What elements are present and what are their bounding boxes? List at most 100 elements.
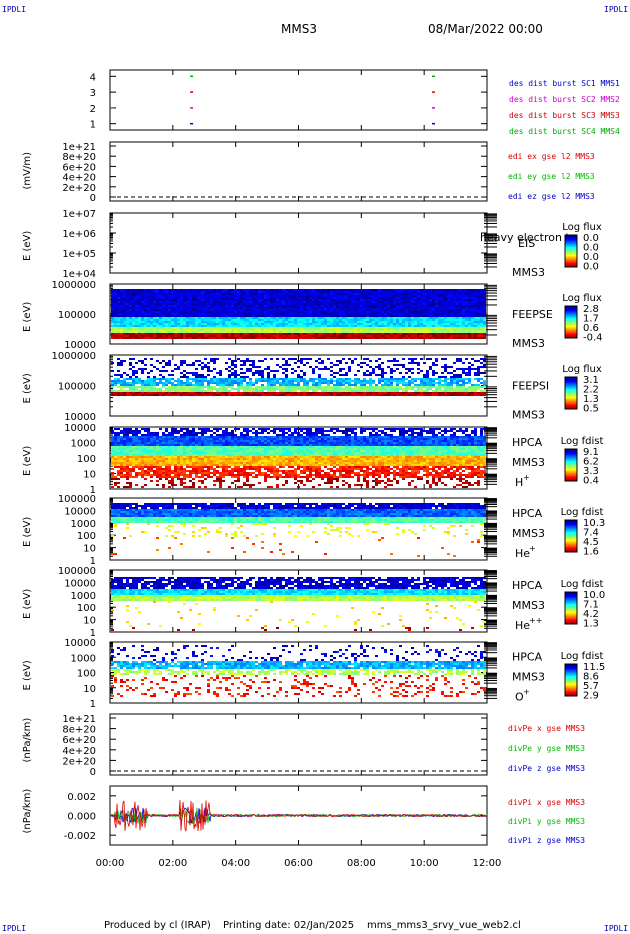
colorbar-frame-hpca_h	[564, 448, 578, 482]
ytick-label: 100	[77, 531, 96, 542]
legend-edi-3: edi ez gse l2 MMS3	[508, 192, 595, 201]
ytick-label: 1e+07	[62, 209, 96, 220]
ytick-label: 10	[83, 684, 96, 695]
ytick-label: 2e+20	[62, 183, 96, 194]
ytick-label: 0	[90, 193, 96, 204]
legend-divpe-2: divPe y gse MMS3	[508, 744, 585, 753]
xtick-label: 04:00	[221, 858, 250, 869]
colorbar-title-hpca_he: Log fdist	[561, 507, 604, 518]
colorbar-eis	[565, 235, 577, 268]
colorbar-tick-feepse: 0.6	[583, 323, 599, 334]
legend-burst-2: des dist burst SC2 MMS2	[509, 95, 620, 104]
heatmap-hpca_h	[111, 428, 486, 488]
heatmap-hpca_he	[111, 503, 486, 557]
ytick-label: 8e+20	[62, 152, 96, 163]
ylabel-divpe: (nPa/km)	[22, 718, 33, 763]
spacecraft-label-hpca_o: MMS3	[512, 671, 545, 684]
ytick-label: 100000	[58, 310, 96, 321]
legend-divpi-1: divPi x gse MMS3	[508, 798, 585, 807]
ytick-label: 4e+20	[62, 746, 96, 757]
ytick-label: 4e+20	[62, 173, 96, 184]
legend-edi-2: edi ey gse l2 MMS3	[508, 172, 595, 181]
xtick-label: 06:00	[284, 858, 313, 869]
ylabel-hpca_o: E (eV)	[22, 660, 33, 690]
ytick-label: 1000	[71, 653, 96, 664]
colorbar-feepsi	[565, 377, 577, 410]
ytick-label: 0.002	[67, 792, 96, 803]
panel-frame-divpe	[109, 713, 488, 776]
colorbar-frame-feepsi	[564, 376, 578, 410]
ytick-label: 1	[90, 485, 96, 496]
ytick-label: 10000	[64, 506, 96, 517]
legend-burst-4: des dist burst SC4 MMS4	[509, 127, 620, 136]
colorbar-tick-hpca_hepp: 10.0	[583, 590, 605, 601]
ytick-label: 10000	[64, 423, 96, 434]
colorbar-hpca_he	[565, 520, 577, 553]
instrument-label-eis: EIS	[518, 237, 535, 250]
ytick-label: 1e+04	[62, 269, 96, 280]
ytick-label: 1e+21	[62, 142, 96, 153]
ylabel-divpi: (nPa/km)	[22, 789, 33, 834]
legend-divpe-1: divPe x gse MMS3	[508, 724, 585, 733]
ytick-label: 1	[90, 556, 96, 567]
legend-edi-1: edi ex gse l2 MMS3	[508, 152, 595, 161]
ytick-label: 1000000	[51, 351, 96, 362]
xtick-label: 00:00	[96, 858, 125, 869]
overlay-label-eis: heavy electron to	[480, 231, 577, 244]
colorbar-tick-hpca_h: 6.2	[583, 457, 599, 468]
colorbar-hpca_o	[565, 664, 577, 697]
colorbar-tick-hpca_o: 8.6	[583, 672, 599, 683]
colorbar-tick-hpca_o: 11.5	[583, 662, 605, 673]
ytick-label: 100	[77, 454, 96, 465]
species-label-hpca_o: O	[515, 691, 524, 704]
legend-burst-1: des dist burst SC1 MMS1	[509, 79, 620, 88]
ylabel-eis: E (eV)	[22, 231, 33, 261]
spacecraft-title: MMS3	[281, 22, 317, 36]
species-charge-hpca_h: +	[523, 473, 530, 482]
divpi-series-1	[109, 807, 488, 825]
colorbar-tick-hpca_hepp: 1.3	[583, 619, 599, 630]
colorbar-title-eis: Log flux	[562, 222, 602, 233]
colorbar-tick-eis: 0.0	[583, 252, 599, 263]
ytick-label: 1	[90, 628, 96, 639]
instrument-label-hpca_h: HPCA	[512, 436, 543, 449]
legend-divpe-3: divPe z gse MMS3	[508, 764, 585, 773]
spacecraft-label-hpca_hepp: MMS3	[512, 599, 545, 612]
spacecraft-label-eis: MMS3	[512, 266, 545, 279]
ytick-label: 10000	[64, 638, 96, 649]
species-label-hpca_h: H	[515, 476, 523, 489]
corner-label-top-right: IPDLI	[604, 5, 629, 14]
footer-produced-by: Produced by cl (IRAP)	[104, 920, 211, 931]
ytick-label: 8e+20	[62, 725, 96, 736]
panel-frame-edi	[109, 141, 488, 202]
colorbar-tick-hpca_hepp: 7.1	[583, 600, 599, 611]
ytick-label: 6e+20	[62, 162, 96, 173]
corner-label-top-left: IPDLI	[2, 5, 27, 14]
ytick-label: 1000	[71, 519, 96, 530]
ytick-label: 100	[77, 669, 96, 680]
panel-frame-eis	[109, 212, 488, 274]
spacecraft-label-feepse: MMS3	[512, 337, 545, 350]
colorbar-tick-feepsi: 1.3	[583, 394, 599, 405]
colorbar-frame-hpca_he	[564, 519, 578, 553]
colorbar-title-feepse: Log flux	[562, 293, 602, 304]
colorbar-frame-feepse	[564, 305, 578, 339]
footer-filename: mms_mms3_srvy_vue_web2.cl	[367, 920, 521, 931]
instrument-label-hpca_hepp: HPCA	[512, 579, 543, 592]
ytick-label: 1	[90, 120, 96, 131]
instrument-label-hpca_o: HPCA	[512, 651, 543, 664]
legend-burst-3: des dist burst SC3 MMS3	[509, 111, 620, 120]
spacecraft-label-hpca_he: MMS3	[512, 527, 545, 540]
colorbar-tick-eis: 0.0	[583, 243, 599, 254]
colorbar-tick-eis: 0.0	[583, 233, 599, 244]
ylabel-feepsi: E (eV)	[22, 373, 33, 403]
colorbar-tick-hpca_o: 2.9	[583, 691, 599, 702]
heatmap-feepse	[111, 289, 486, 339]
corner-label-bottom-right: IPDLI	[604, 924, 629, 933]
ytick-label: 1	[90, 699, 96, 710]
xtick-label: 12:00	[473, 858, 502, 869]
ytick-label: 1e+06	[62, 229, 96, 240]
colorbar-tick-feepsi: 3.1	[583, 375, 599, 386]
colorbar-tick-hpca_he: 7.4	[583, 528, 599, 539]
heatmap-hpca_hepp	[111, 577, 486, 631]
